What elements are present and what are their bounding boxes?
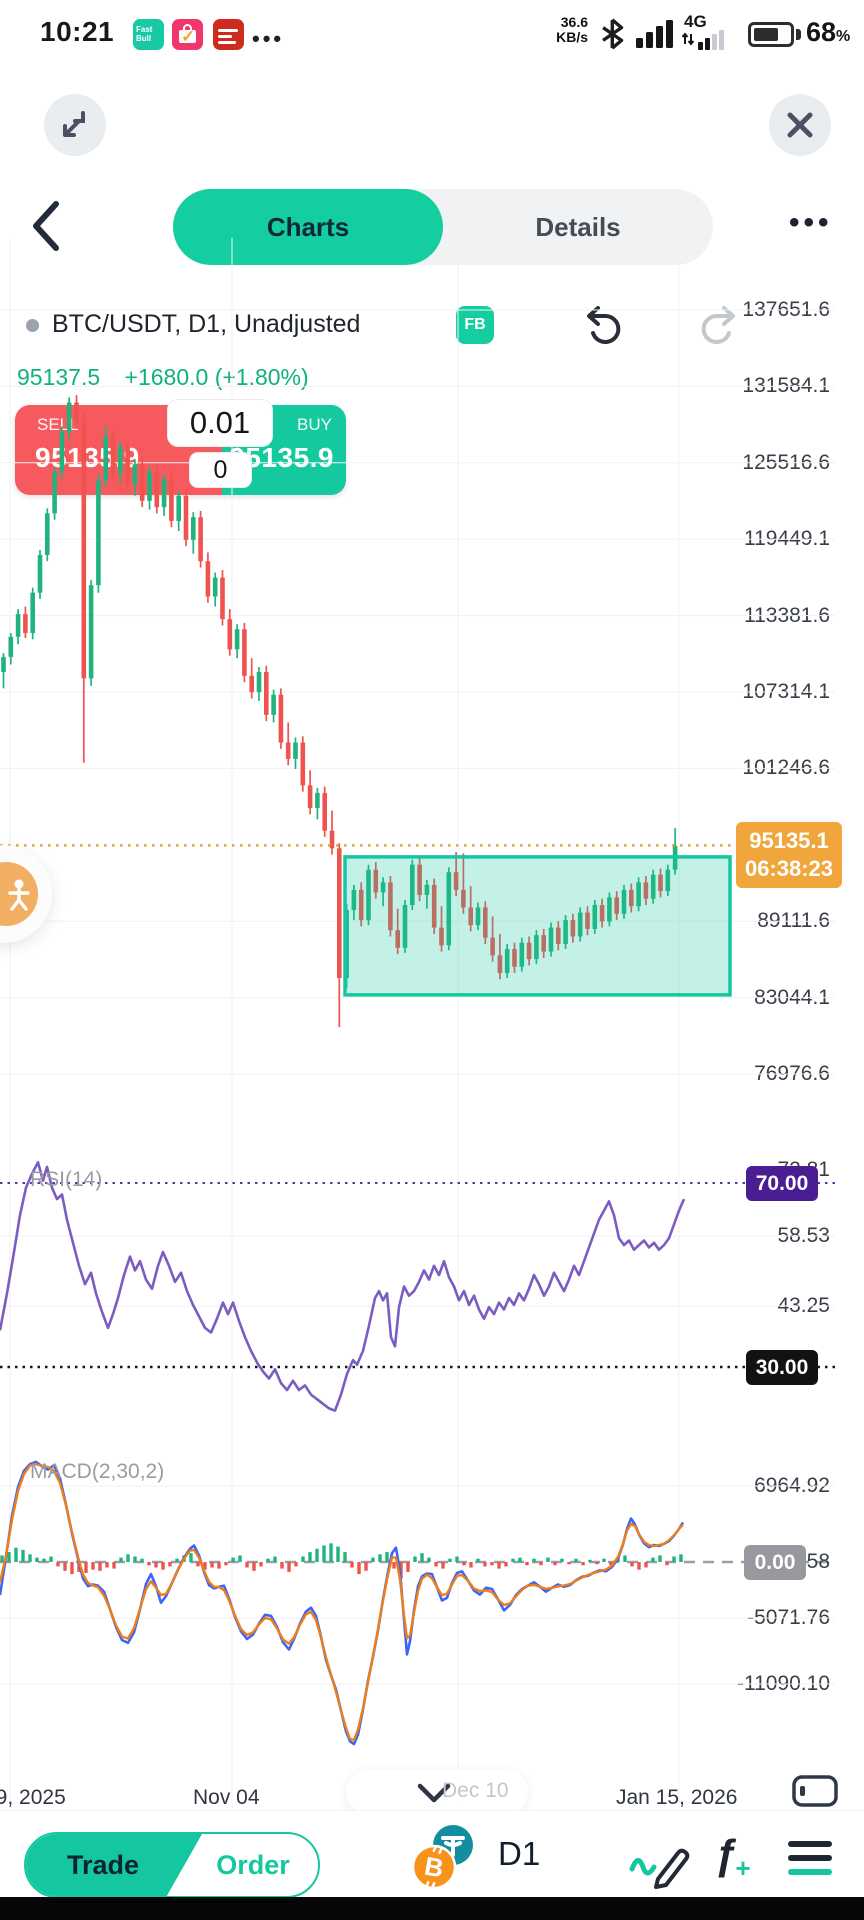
battery-icon	[748, 22, 794, 47]
rsi-indicator-label[interactable]: RSI(14)	[30, 1168, 103, 1191]
tab-bar: Charts Details	[173, 189, 713, 265]
network-type-label: 4G	[684, 12, 707, 31]
battery-nub-icon	[796, 29, 801, 40]
chevron-down-icon	[417, 1783, 451, 1803]
date-axis-label: Jan 15, 2026	[616, 1786, 738, 1809]
buy-label: BUY	[297, 415, 332, 434]
trade-order-toggle: Trade Order	[24, 1832, 320, 1898]
date-axis-label: 29, 2025	[0, 1786, 66, 1809]
volume-input[interactable]: 0.01	[167, 399, 273, 447]
bag-icon	[179, 30, 196, 43]
status-more-dots: •••	[252, 26, 285, 51]
rsi-70-badge: 70.00	[746, 1166, 818, 1201]
bag-handle-icon	[183, 24, 192, 33]
svg-text:B: B	[422, 1851, 446, 1884]
shopping-app-icon: ✓	[172, 19, 203, 50]
undo-button[interactable]	[578, 306, 622, 348]
price-axis-label: 89111.6	[757, 909, 830, 933]
order-tab[interactable]: Order	[216, 1849, 290, 1880]
date-label-muted: Dec 10	[442, 1779, 509, 1802]
macd-indicator-label[interactable]: MACD(2,30,2)	[30, 1460, 165, 1483]
trade-tab[interactable]: Trade	[26, 1834, 202, 1896]
news-app-icon	[213, 19, 244, 50]
close-icon	[787, 112, 813, 138]
macd-covered-axis-label: 58	[806, 1550, 830, 1573]
macd-zero-badge: 0.00	[744, 1545, 806, 1580]
redo-button[interactable]	[700, 306, 744, 348]
battery-percent: 68%	[806, 17, 851, 47]
panel-toggle-button[interactable]	[791, 1774, 839, 1810]
menu-button[interactable]	[786, 1839, 836, 1879]
rsi-30-badge: 30.00	[746, 1350, 818, 1385]
timeframe-button[interactable]: D1	[498, 1835, 541, 1872]
bottom-toolbar: Trade Order B D1 ƒ+	[0, 1810, 864, 1898]
bluetooth-icon	[602, 18, 624, 50]
date-axis-label: Nov 04	[193, 1786, 260, 1809]
gridlines	[0, 238, 835, 1808]
signal-bars-icon	[636, 20, 673, 48]
tab-charts[interactable]: Charts	[173, 189, 443, 265]
candlestick-series	[1, 395, 678, 1028]
more-menu-button[interactable]: •••	[789, 206, 833, 239]
collapse-icon	[63, 111, 85, 137]
person-icon	[8, 879, 30, 911]
check-icon: ✓	[181, 27, 196, 46]
broker-badge[interactable]: FB	[456, 306, 494, 344]
price-axis-label: 113381.6	[743, 603, 830, 627]
status-time: 10:21	[40, 16, 115, 47]
sim2-signal-bars-icon	[682, 30, 724, 50]
price-axis-label: 125516.6	[742, 450, 830, 474]
symbol-status-dot	[26, 319, 39, 332]
price-axis-label: 119449.1	[743, 527, 830, 551]
price-change: +1680.0 (+1.80%)	[124, 364, 309, 390]
minimize-button[interactable]	[44, 94, 106, 156]
range-selection-box	[343, 855, 732, 997]
price-axis-label: 131584.1	[742, 374, 830, 398]
last-price: 95137.5	[17, 364, 101, 390]
add-indicator-button[interactable]: ƒ+	[714, 1831, 751, 1883]
deviation-input[interactable]: 0	[189, 452, 252, 488]
collapse-panel-pill[interactable]: Dec 10	[346, 1770, 528, 1814]
current-price-value: 95135.1	[749, 828, 829, 853]
network-speed: 36.6 KB/s	[556, 14, 588, 45]
draw-tool-button[interactable]	[628, 1837, 694, 1891]
price-axis-label: 101246.6	[742, 756, 830, 780]
close-button[interactable]	[769, 94, 831, 156]
rsi-panel	[0, 1161, 835, 1412]
crypto-pair-icon[interactable]: B	[408, 1821, 478, 1891]
back-button[interactable]	[26, 198, 66, 254]
quote-row: 95137.5 +1680.0 (+1.80%)	[17, 364, 309, 391]
chart-title[interactable]: BTC/USDT, D1, Unadjusted	[52, 310, 361, 338]
macd-panel	[0, 1460, 835, 1746]
current-price-badge: 95135.1 06:38:23	[736, 822, 842, 888]
fastbull-app-icon: Fast Bull	[133, 19, 164, 50]
tab-details[interactable]: Details	[535, 211, 621, 242]
home-indicator-bar	[0, 1897, 864, 1920]
current-price-time: 06:38:23	[744, 856, 834, 881]
price-axis-label: 83044.1	[754, 985, 830, 1009]
